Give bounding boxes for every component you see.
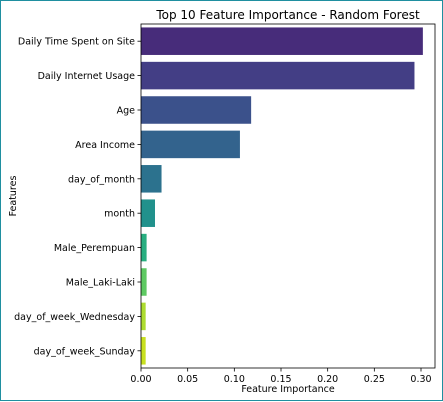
- x-axis-label: Feature Importance: [241, 384, 335, 395]
- x-tick-label: 0.20: [317, 374, 338, 385]
- y-axis-label: Features: [8, 176, 19, 217]
- bar-3: [141, 130, 240, 159]
- chart-title: Top 10 Feature Importance - Random Fores…: [155, 8, 420, 22]
- bar-5: [141, 199, 155, 227]
- x-tick-label: 0.10: [224, 374, 245, 385]
- bar-8: [141, 302, 146, 331]
- y-tick-label: Daily Internet Usage: [38, 71, 136, 82]
- x-tick-label: 0.25: [364, 374, 385, 385]
- y-tick-label: Daily Time Spent on Site: [18, 37, 135, 48]
- x-tick-label: 0.15: [270, 374, 291, 385]
- y-tick-label: Male_Laki-Laki: [66, 278, 135, 289]
- y-tick-label: month: [104, 209, 135, 220]
- bar-1: [141, 61, 415, 90]
- y-tick-label: Area Income: [75, 140, 135, 151]
- plot-area: Daily Time Spent on Site Daily Internet U…: [14, 23, 436, 385]
- bar-2: [141, 96, 252, 124]
- bar-0: [141, 27, 423, 55]
- x-tick-label: 0.00: [130, 374, 151, 385]
- x-tick-label: 0.05: [177, 374, 198, 385]
- bar-7: [141, 268, 147, 296]
- y-tick-label: Male_Perempuan: [54, 243, 135, 254]
- y-tick-label: day_of_week_Wednesday: [14, 312, 135, 323]
- bar-6: [141, 233, 147, 262]
- x-tick-label: 0.30: [410, 374, 431, 385]
- y-tick-label: day_of_month: [68, 174, 135, 185]
- bar-9: [141, 337, 146, 365]
- axes-frame: [140, 23, 436, 369]
- y-tick-label: Age: [117, 106, 136, 117]
- bar-4: [141, 165, 162, 193]
- y-tick-label: day_of_week_Sunday: [34, 346, 136, 357]
